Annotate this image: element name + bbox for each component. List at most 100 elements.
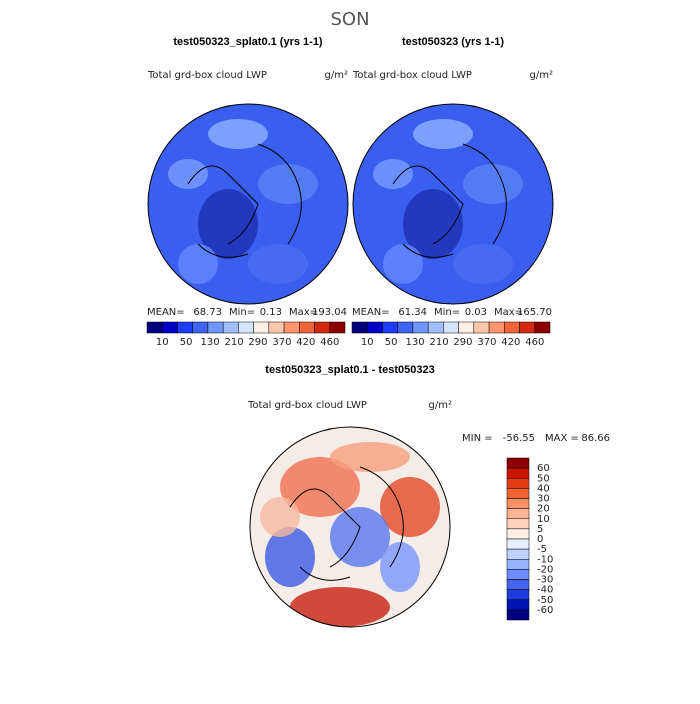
colorbar-label: 10 (537, 514, 550, 525)
colorbar-box (366, 321, 383, 334)
colorbar-box (412, 321, 429, 334)
map-field (208, 119, 268, 149)
colorbar-box (506, 589, 530, 600)
colorbar-label: 290 (453, 337, 472, 348)
colorbar-label: 60 (537, 463, 550, 474)
colorbar-box (506, 488, 530, 499)
map-field (260, 497, 300, 537)
colorbar-box (253, 321, 270, 334)
stat-label: Min= (229, 307, 255, 318)
map-border (147, 103, 349, 305)
colorbar-label: 50 (537, 473, 550, 484)
colorbar-box (506, 528, 530, 540)
diff-subtitle: Total grd-box cloud LWP (247, 400, 367, 411)
colorbar-label: 420 (296, 337, 315, 348)
map-field (373, 159, 413, 189)
colorbar-box (458, 321, 475, 334)
colorbar-box (506, 498, 530, 509)
colorbar-box (506, 508, 530, 519)
figure-title: SON (330, 9, 369, 30)
colorbar-box (506, 478, 530, 489)
map-field (290, 587, 390, 627)
colorbar-box (443, 321, 459, 334)
colorbar-label: 5 (537, 524, 543, 535)
colorbar-label: 210 (224, 337, 243, 348)
colorbar-label: -60 (537, 605, 553, 616)
colorbar-box (351, 321, 368, 334)
colorbar-label: 370 (477, 337, 496, 348)
stat-value: 86.66 (581, 433, 610, 444)
colorbar-box (506, 579, 530, 590)
stat-label: Max= (289, 307, 318, 318)
colorbar-box (192, 321, 209, 334)
stat-value: -56.55 (503, 433, 535, 444)
colorbar-box (146, 321, 163, 334)
colorbar-label: 130 (406, 337, 425, 348)
colorbar-box (506, 518, 530, 530)
map-border (249, 426, 451, 628)
stat-value: 0.03 (465, 307, 487, 318)
stat-label: MAX = (545, 433, 579, 444)
colorbar-label: 40 (537, 483, 550, 494)
stat-label: MEAN= (147, 307, 185, 318)
colorbar-box (506, 609, 530, 621)
map-field (380, 477, 440, 537)
colorbar-label: -10 (537, 554, 553, 565)
colorbar-box (299, 321, 315, 334)
colorbar-box (506, 599, 530, 611)
colorbar-box (161, 321, 178, 334)
colorbar-box (506, 548, 530, 560)
stat-label: Min= (434, 307, 460, 318)
colorbar-box (534, 321, 551, 334)
map-field (453, 244, 513, 284)
colorbar-box (268, 321, 285, 334)
colorbar-box (519, 321, 536, 334)
map (353, 104, 553, 304)
map-field (380, 542, 420, 592)
stat-label: MIN = (462, 433, 493, 444)
colorbar-label: -5 (537, 544, 547, 555)
map-field (330, 507, 390, 567)
map-field (168, 159, 208, 189)
map (250, 427, 450, 627)
diff-title: test050323_splat0.1 - test050323 (265, 364, 434, 376)
map-field (280, 457, 360, 517)
stat-value: 68.73 (193, 307, 222, 318)
map-field (413, 119, 473, 149)
colorbar-box (506, 559, 530, 570)
colorbar-label: 50 (180, 337, 193, 348)
colorbar-box (397, 321, 414, 334)
panel-subtitle: Total grd-box cloud LWP (147, 70, 267, 81)
colorbar-box (177, 321, 193, 334)
colorbar-label: 460 (320, 337, 339, 348)
colorbar-label: 10 (156, 337, 169, 348)
colorbar-label: 460 (525, 337, 544, 348)
stat-label: Max= (494, 307, 523, 318)
stat-value: 61.34 (398, 307, 427, 318)
colorbar-label: 20 (537, 504, 550, 515)
colorbar-box (283, 321, 300, 334)
colorbar-box (488, 321, 505, 334)
coastline (187, 143, 302, 258)
colorbar-label: 0 (537, 534, 543, 545)
map-field (198, 189, 258, 259)
map (148, 104, 348, 304)
colorbar-label: -40 (537, 585, 553, 596)
stat-label: MEAN= (352, 307, 390, 318)
colorbar-box (382, 321, 398, 334)
map-field (463, 164, 523, 204)
stat-value: 165.70 (517, 307, 552, 318)
map-field (383, 244, 423, 284)
map-field (258, 164, 318, 204)
colorbar-box (506, 457, 530, 469)
colorbar-label: 370 (272, 337, 291, 348)
colorbar-box (314, 321, 331, 334)
colorbar-label: 10 (361, 337, 374, 348)
stat-value: 0.13 (260, 307, 282, 318)
panel-subtitle: Total grd-box cloud LWP (352, 70, 472, 81)
colorbar-box (506, 538, 530, 550)
colorbar-label: 420 (501, 337, 520, 348)
colorbar-box (329, 321, 346, 334)
panel-units: g/m² (325, 70, 348, 81)
